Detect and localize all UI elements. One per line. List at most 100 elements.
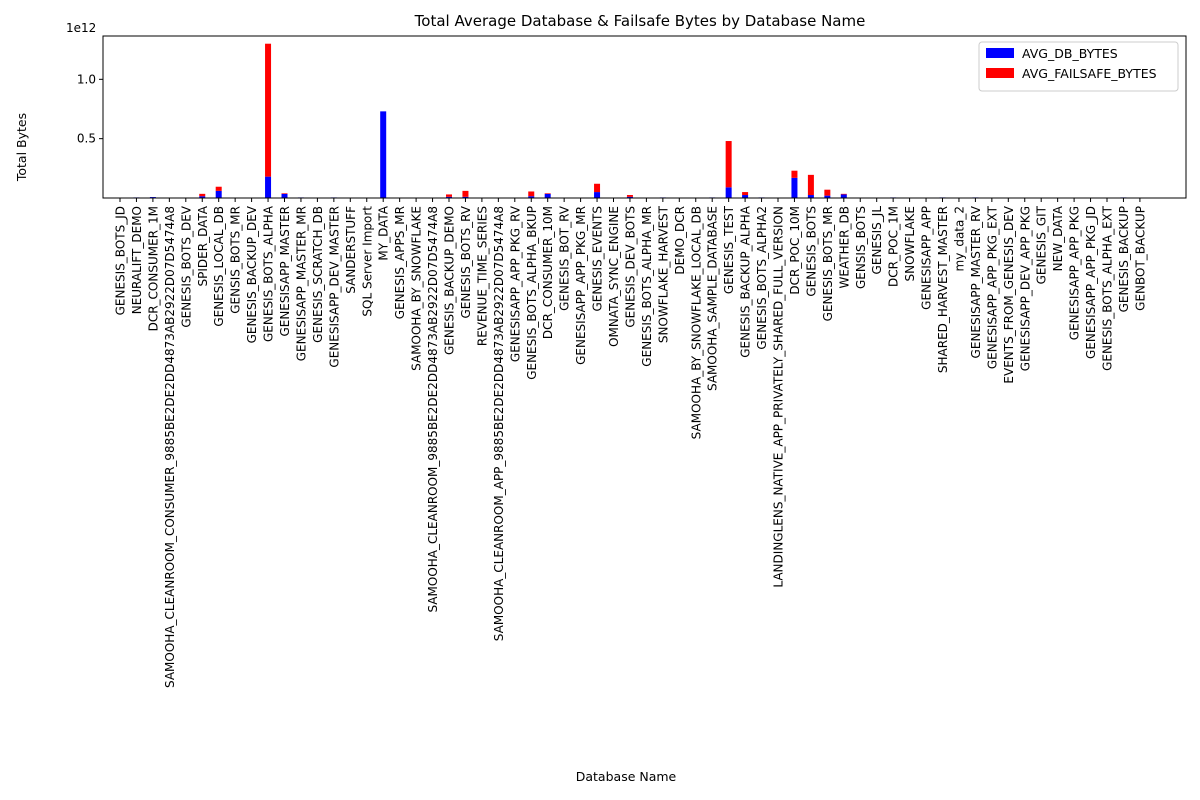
x-tick-label: GENESISAPP_APP_PKG_RV (508, 205, 522, 362)
y-axis-label: Total Bytes (14, 113, 29, 182)
bar-db-bytes (626, 196, 633, 198)
x-tick-label: GENESISAPP_MASTER_MR (294, 206, 308, 361)
x-tick-label: GENESISAPP_MASTER_RV (969, 205, 983, 358)
x-tick-label: GENESIS_EVENTS (591, 206, 605, 312)
bar-failsafe-bytes (791, 170, 798, 178)
bar-failsafe-bytes (840, 193, 847, 195)
x-tick-label: SHARED_HARVEST_MASTER (936, 206, 950, 373)
x-tick-label: SAMOOHA_CLEANROOM_CONSUMER_9885BE2DE2DD4… (163, 206, 177, 688)
x-tick-label: GENESIS_LOCAL_DB (212, 206, 226, 327)
bar-failsafe-bytes (807, 174, 814, 196)
legend-swatch (986, 68, 1014, 78)
x-tick-label: MY_DATA (377, 205, 391, 260)
bar-failsafe-bytes (626, 195, 633, 197)
x-tick-label: GENSIS_BOTS (854, 206, 868, 289)
x-ticks-group: GENESIS_BOTS_JD NEURALIFT_DEMO DCR_CONSUME… (114, 198, 1147, 688)
x-tick-label: GENESIS_BOTS_JD (114, 206, 128, 315)
x-tick-label: OMNATA_SYNC_ENGINE (607, 206, 621, 347)
x-tick-label: DEMO_DCR (673, 206, 687, 275)
bar-db-bytes (265, 176, 272, 198)
x-tick-label: GENESISAPP_APP_PKG (1068, 206, 1082, 340)
x-tick-label: my_data_2 (952, 206, 966, 271)
x-tick-label: GENESIS_BACKUP_ALPHA (739, 205, 753, 358)
bar-db-bytes (725, 187, 732, 198)
legend-box (978, 41, 1179, 92)
x-tick-label: SAMOOHA_SAMPLE_DATABASE (706, 206, 720, 391)
x-tick-label: DCR_CONSUMER_10M (541, 206, 555, 339)
x-tick-label: GENESIS_BOTS_ALPHA_EXT (1101, 205, 1115, 371)
x-tick-label: SAMOOHA_BY_SNOWFLAKE (410, 206, 424, 371)
x-tick-label: GENESISAPP_APP_PKG_EXT (985, 205, 999, 369)
legend-label: AVG_FAILSAFE_BYTES (1022, 66, 1157, 81)
bars-group (133, 43, 1127, 198)
x-tick-label: GENESIS_BOTS_ALPHA (262, 205, 276, 342)
x-tick-label: GENESISAPP_MASTER (278, 206, 292, 337)
bar-db-bytes (791, 177, 798, 198)
y-tick-label: 0.5 (77, 132, 96, 146)
x-tick-label: GENESIS_BOTS_MR (821, 206, 835, 321)
x-tick-label: GENESIS_BOTS_RV (459, 205, 473, 318)
x-tick-label: SAMOOHA_CLEANROOM_9885BE2DE2DD4873AB2922… (426, 206, 440, 613)
x-tick-label: REVENUE_TIME_SERIES (475, 206, 489, 346)
bar-failsafe-bytes (265, 43, 272, 177)
x-tick-label: GENESISAPP_DEV_MASTER (327, 206, 341, 368)
bar-failsafe-bytes (215, 186, 222, 191)
x-tick-label: WEATHER_DB (837, 206, 851, 288)
bar-failsafe-bytes (199, 193, 206, 197)
x-axis-label: Database Name (576, 769, 677, 784)
bar-failsafe-bytes (544, 193, 551, 194)
x-tick-label: SAMOOHA_CLEANROOM_APP_9885BE2DE2DD4873AB… (492, 206, 506, 641)
x-tick-label: DCR_POC_10M (788, 206, 802, 295)
legend-label: AVG_DB_BYTES (1022, 46, 1118, 61)
bar-failsafe-bytes (281, 193, 288, 194)
x-tick-label: GENESISAPP_APP (920, 206, 934, 310)
x-tick-label: SNOWFLAKE (903, 206, 917, 281)
bar-failsafe-bytes (742, 192, 749, 196)
x-tick-label: GENESIS_TEST (722, 205, 736, 294)
bar-db-bytes (380, 111, 387, 198)
x-tick-label: SNOWFLAKE_HARVEST (656, 205, 670, 343)
bar-db-bytes (462, 196, 469, 198)
x-tick-label: GENESISAPP_APP_PKG_JD (1084, 206, 1098, 359)
x-tick-label: EVENTS_FROM_GENESIS_DEV (1002, 205, 1016, 383)
bar-db-bytes (199, 196, 206, 198)
chart-title: Total Average Database & Failsafe Bytes … (414, 12, 866, 30)
bar-db-bytes (840, 194, 847, 198)
bar-db-bytes (742, 195, 749, 198)
bar-db-bytes (544, 193, 551, 198)
bar-db-bytes (528, 196, 535, 198)
legend: AVG_DB_BYTES AVG_FAILSAFE_BYTES (978, 41, 1179, 92)
x-tick-label: GENSIS_BOTS_MR (229, 206, 243, 314)
x-tick-label: GENESIS_BOTS_ALPHA2 (755, 206, 769, 350)
x-tick-label: SAMOOHA_BY_SNOWFLAKE_LOCAL_DB (689, 206, 703, 439)
x-tick-label: DCR_CONSUMER_1M (146, 206, 160, 331)
x-tick-label: GENESISAPP_DEV_APP_PKG (1018, 206, 1032, 371)
x-tick-label: GENESIS_BACKUP_DEMO (443, 206, 457, 355)
bar-db-bytes (281, 193, 288, 198)
bar-db-bytes (807, 195, 814, 198)
bar-failsafe-bytes (824, 189, 831, 196)
x-tick-label: GENESIS_BACKUP_DEV (245, 205, 259, 343)
x-tick-label: DCR_POC_1M (887, 206, 901, 287)
bar-db-bytes (594, 192, 601, 198)
y-offset-label: 1e12 (66, 21, 96, 35)
legend-swatch (986, 48, 1014, 58)
x-tick-label: GENESIS_BOTS_ALPHA_MR (640, 206, 654, 367)
x-tick-label: NEW_DATA (1051, 205, 1065, 271)
bar-db-bytes (824, 195, 831, 198)
bar-failsafe-bytes (594, 183, 601, 193)
bar-db-bytes (446, 196, 452, 198)
bar-failsafe-bytes (446, 194, 452, 197)
bar-failsafe-bytes (725, 141, 732, 188)
x-tick-label: SANDERSTUFF (344, 206, 358, 294)
bar-failsafe-bytes (528, 191, 535, 197)
x-tick-label: GENESIS_BOT_RV (558, 205, 572, 311)
x-tick-label: NEURALIFT_DEMO (130, 206, 144, 314)
y-ticks-group: 0.5 1.0 (77, 72, 103, 146)
x-tick-label: LANDINGLENS_NATIVE_APP_PRIVATELY_SHARED_… (772, 206, 786, 588)
x-tick-label: GENESISAPP_APP_PKG_MR (574, 206, 588, 365)
x-tick-label: GENBOT_BACKUP (1133, 206, 1147, 311)
x-tick-label: GENESIS_APPS_MR (393, 206, 407, 319)
bar-failsafe-bytes (462, 190, 469, 197)
